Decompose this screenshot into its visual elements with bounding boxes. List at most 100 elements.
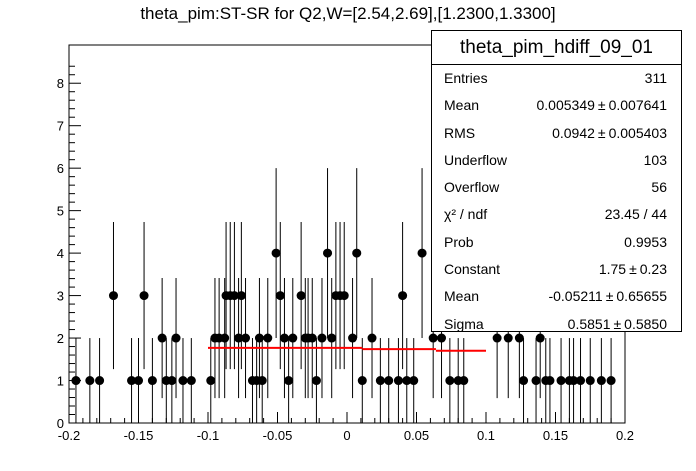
data-point: [492, 333, 502, 343]
data-point: [307, 333, 317, 343]
stats-error: 0.65655: [616, 288, 667, 305]
data-point: [317, 333, 327, 343]
data-point: [585, 376, 595, 386]
x-tick-label: -0.05: [263, 428, 293, 443]
data-point: [514, 333, 524, 343]
plus-minus-sign: ±: [613, 315, 622, 332]
stats-row-value: 0.5851 ±0.5850: [568, 311, 667, 338]
stats-row-label: χ² / ndf: [444, 206, 488, 223]
x-tick-label: 0.2: [616, 428, 634, 443]
data-point: [296, 291, 306, 301]
y-tick-label: 6: [57, 161, 64, 176]
stats-row-value: 1.75 ±0.23: [599, 256, 667, 283]
data-point: [596, 376, 606, 386]
data-point: [398, 291, 408, 301]
stats-value: 56: [651, 179, 667, 196]
data-point: [327, 333, 337, 343]
y-axis: 0 1 2 3 4 5 6 7 8: [57, 65, 81, 431]
data-point: [139, 291, 149, 301]
stats-row-value: 0.005349 ±0.007641: [537, 92, 668, 119]
stats-value: 0.0942: [552, 124, 595, 141]
stats-row-value: 0.9953: [624, 229, 667, 256]
data-point: [186, 376, 196, 386]
data-point: [127, 376, 137, 386]
stats-row-value: 103: [644, 147, 667, 174]
data-point: [234, 333, 244, 343]
stats-row: Sigma 0.5851 ±0.5850: [432, 311, 681, 338]
data-point: [445, 376, 455, 386]
y-tick-label: 2: [57, 331, 64, 346]
data-point: [134, 376, 143, 386]
data-point: [437, 333, 447, 343]
data-point: [531, 376, 541, 386]
data-point: [428, 333, 438, 343]
stats-row: Constant 1.75 ±0.23: [432, 256, 681, 283]
data-point: [275, 291, 285, 301]
data-point: [417, 248, 427, 258]
data-point: [167, 376, 177, 386]
stats-value: 23.45 / 44: [604, 206, 667, 223]
data-point: [519, 376, 529, 386]
data-point: [348, 333, 358, 343]
data-point: [311, 376, 321, 386]
stats-row: Mean 0.005349 ±0.007641: [432, 92, 681, 119]
stats-row-value: 0.0942 ±0.005403: [552, 120, 667, 147]
data-point: [569, 376, 579, 386]
y-tick-label: 1: [57, 374, 64, 389]
stats-rows: Entries 311 Mean 0.005349 ±0.007641 RMS 0.0942…: [432, 65, 681, 338]
data-point: [545, 376, 555, 386]
data-point: [220, 333, 230, 343]
plus-minus-sign: ±: [597, 97, 606, 114]
data-point: [108, 291, 118, 301]
data-point: [271, 248, 281, 258]
stats-row-value: -0.05211 ±0.65655: [548, 283, 667, 310]
data-point: [535, 333, 545, 343]
x-tick-label: 0.05: [404, 428, 429, 443]
data-point: [459, 376, 469, 386]
stats-error: 0.5850: [624, 315, 667, 332]
fit-line: [208, 346, 486, 352]
stats-row: χ² / ndf 23.45 / 44: [432, 201, 681, 228]
data-point: [229, 291, 239, 301]
stats-row-label: Sigma: [444, 315, 484, 332]
data-point: [279, 333, 289, 343]
stats-value: 1.75: [598, 261, 627, 278]
data-point: [576, 376, 586, 386]
stats-row-label: Entries: [444, 70, 488, 86]
stats-value: 103: [643, 151, 667, 168]
x-tick-label: 0.1: [477, 428, 495, 443]
stats-row-label: Underflow: [444, 151, 508, 168]
stats-row-label: Constant: [444, 261, 501, 278]
data-point: [85, 376, 95, 386]
data-point: [236, 291, 246, 301]
data-point: [606, 376, 616, 386]
data-markers: [71, 248, 616, 386]
data-point: [263, 333, 273, 343]
plot-title: theta_pim:ST-SR for Q2,W=[2.54,2.69],[1.…: [140, 4, 556, 23]
stats-row: Underflow 103: [432, 147, 681, 174]
x-tick-label: -0.2: [58, 428, 80, 443]
y-tick-label: 7: [57, 119, 64, 134]
stats-row-label: Mean: [444, 97, 480, 114]
data-point: [375, 376, 385, 386]
y-tick-label: 8: [57, 76, 64, 91]
y-tick-label: 3: [57, 289, 64, 304]
stats-box: theta_pim_hdiff_09_01 Entries 311 Mean 0.00…: [431, 30, 682, 332]
stats-row-label: Prob: [444, 233, 474, 250]
y-tick-label: 0: [57, 416, 64, 431]
data-point: [384, 376, 394, 386]
stats-row-label: Mean: [444, 288, 480, 305]
stats-row: Mean -0.05211 ±0.65655: [432, 283, 681, 310]
stats-error: 0.005403: [608, 124, 667, 141]
stats-row: Entries 311: [432, 65, 681, 92]
stats-value: 0.005349: [536, 97, 595, 114]
stats-row-value: 56: [651, 174, 667, 201]
data-point: [157, 333, 167, 343]
stats-row: Overflow 56: [432, 174, 681, 201]
data-point: [288, 333, 298, 343]
stats-error: 0.007641: [608, 97, 667, 114]
y-tick-label: 4: [57, 246, 64, 261]
x-axis: -0.2 -0.15 -0.1 -0.05 0 0.05 0.1 0.15 0.2: [58, 412, 634, 443]
stats-row-value: 23.45 / 44: [605, 201, 667, 228]
